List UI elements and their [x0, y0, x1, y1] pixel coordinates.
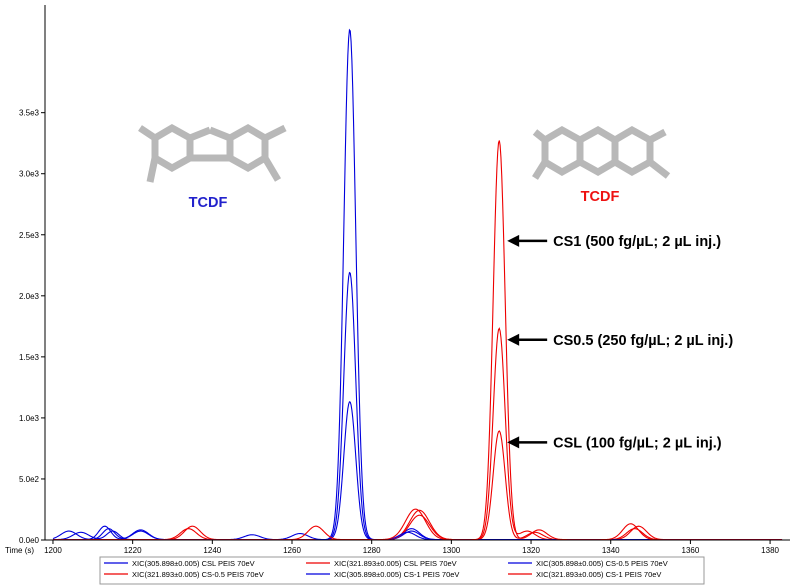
molecule-structure-right-icon	[532, 125, 671, 180]
chart-legend: XIC(305.898±0.005) CSL PEIS 70eV XIC(321.…	[99, 556, 705, 585]
molecule-label-left: TCDF	[189, 195, 228, 211]
chromatogram-traces	[52, 28, 783, 541]
x-tick-label: 1320	[522, 546, 540, 555]
x-tick-label: 1220	[124, 546, 142, 555]
x-tick-label: 1380	[761, 546, 779, 555]
annotation-label: CS0.5 (250 fg/µL; 2 µL inj.)	[553, 333, 733, 349]
y-tick-label: 0.0e0	[19, 536, 40, 545]
x-axis-label: Time (s)	[5, 546, 34, 555]
series-line-2	[52, 271, 783, 541]
annotation-label: CS1 (500 fg/µL; 2 µL inj.)	[553, 234, 721, 250]
legend-box	[99, 556, 705, 585]
y-tick-label: 1.5e3	[19, 353, 40, 362]
molecule-label-right: TCDF	[581, 189, 620, 205]
legend-entry: XIC(321.893±0.005) CSL PEIS 70eV	[334, 559, 457, 568]
y-tick-label: 1.0e3	[19, 414, 40, 423]
series-line-3	[52, 327, 783, 541]
x-tick-label: 1280	[363, 546, 381, 555]
annotation-arrowhead	[507, 436, 520, 449]
x-tick-label: 1240	[203, 546, 221, 555]
x-tick-label: 1300	[442, 546, 460, 555]
annotation-label: CSL (100 fg/µL; 2 µL inj.)	[553, 435, 722, 451]
y-tick-label: 2.5e3	[19, 231, 40, 240]
legend-entry: XIC(305.898±0.005) CS-1 PEIS 70eV	[334, 570, 459, 579]
legend-entry: XIC(305.898±0.005) CSL PEIS 70eV	[132, 559, 255, 568]
peak-annotations: CS1 (500 fg/µL; 2 µL inj.) CS0.5 (250 fg/…	[507, 234, 733, 451]
annotation-arrowhead	[507, 234, 520, 247]
x-tick-label: 1340	[602, 546, 620, 555]
annotation-arrowhead	[507, 333, 520, 346]
y-tick-labels: 0.0e0 5.0e2 1.0e3 1.5e3 2.0e3 2.5e3 3.0e3 3.5e3	[19, 109, 45, 545]
legend-entry: XIC(321.893±0.005) CS-0.5 PEIS 70eV	[132, 570, 264, 579]
x-tick-label: 1200	[44, 546, 62, 555]
legend-entry: XIC(305.898±0.005) CS-0.5 PEIS 70eV	[536, 559, 668, 568]
y-tick-label: 2.0e3	[19, 292, 40, 301]
x-tick-labels: 1200 1220 1240 1260 1280 1300 1320 1340 1360 1380	[44, 540, 780, 555]
molecule-structure-left-icon	[138, 123, 287, 183]
y-tick-label: 3.0e3	[19, 170, 40, 179]
series-line-4	[52, 28, 783, 541]
x-tick-label: 1360	[682, 546, 700, 555]
y-tick-label: 5.0e2	[19, 475, 40, 484]
y-tick-label: 3.5e3	[19, 109, 40, 118]
legend-entry: XIC(321.893±0.005) CS-1 PEIS 70eV	[536, 570, 661, 579]
series-line-0	[52, 401, 783, 541]
chart-axes: 0.0e0 5.0e2 1.0e3 1.5e3 2.0e3 2.5e3 3.0e3 3.5e3…	[5, 5, 790, 555]
x-tick-label: 1260	[283, 546, 301, 555]
